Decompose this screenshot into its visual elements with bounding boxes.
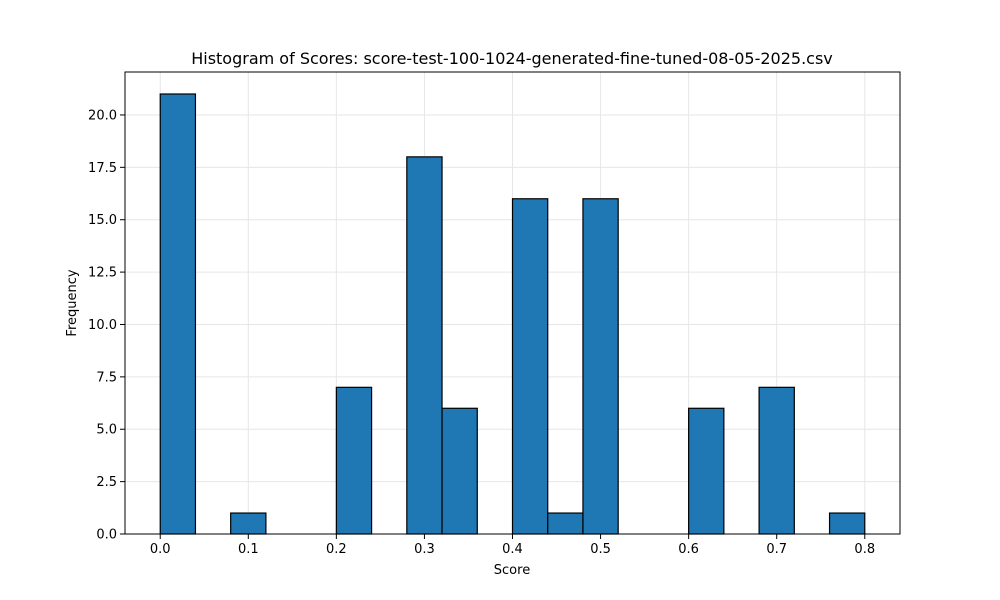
x-tick-label: 0.6: [678, 542, 699, 557]
histogram-bar: [547, 512, 584, 535]
histogram-bar: [582, 198, 619, 535]
y-tick-label: 20.0: [88, 108, 117, 123]
histogram-bar: [688, 407, 725, 535]
x-tick-label: 0.2: [326, 542, 347, 557]
x-tick-label: 0.8: [854, 542, 875, 557]
y-tick-label: 0.0: [96, 528, 117, 543]
y-tick-label: 15.0: [88, 213, 117, 228]
histogram-bar: [511, 198, 549, 535]
x-tick-label: 0.7: [766, 542, 787, 557]
y-axis-ticks: 0.0 2.5 5.0 7.5 10.0 12.5 15.0 17.5 20.0: [88, 108, 125, 543]
y-tick-label: 17.5: [88, 161, 117, 176]
histogram-bar: [335, 386, 373, 535]
y-tick-label: 2.5: [96, 475, 117, 490]
histogram-bar: [828, 512, 866, 535]
x-tick-label: 0.0: [150, 542, 171, 557]
y-axis-label: Frequency: [65, 269, 80, 336]
histogram-bar: [406, 156, 443, 535]
y-tick-label: 12.5: [88, 266, 117, 281]
x-tick-label: 0.4: [502, 542, 523, 557]
y-tick-label: 5.0: [96, 423, 117, 438]
histogram-bar: [230, 512, 267, 535]
y-tick-label: 7.5: [96, 370, 117, 385]
histogram-bar: [758, 386, 795, 535]
y-tick-label: 10.0: [88, 318, 117, 333]
x-axis-ticks: 0.0 0.1 0.2 0.3 0.4 0.5 0.6 0.7 0.8: [150, 534, 875, 557]
histogram-bar: [159, 93, 197, 535]
histogram-bar: [441, 407, 478, 535]
histogram-bars: [159, 93, 866, 535]
x-tick-label: 0.3: [414, 542, 435, 557]
x-axis-label: Score: [494, 563, 530, 578]
x-tick-label: 0.1: [238, 542, 259, 557]
chart-title: Histogram of Scores: score-test-100-1024…: [191, 49, 833, 68]
x-tick-label: 0.5: [590, 542, 611, 557]
